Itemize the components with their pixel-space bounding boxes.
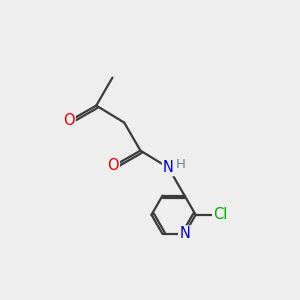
Text: Cl: Cl bbox=[213, 207, 228, 222]
Text: O: O bbox=[63, 113, 75, 128]
Text: N: N bbox=[179, 226, 190, 242]
Text: O: O bbox=[107, 158, 119, 173]
Text: N: N bbox=[163, 160, 174, 175]
Text: H: H bbox=[176, 158, 186, 171]
